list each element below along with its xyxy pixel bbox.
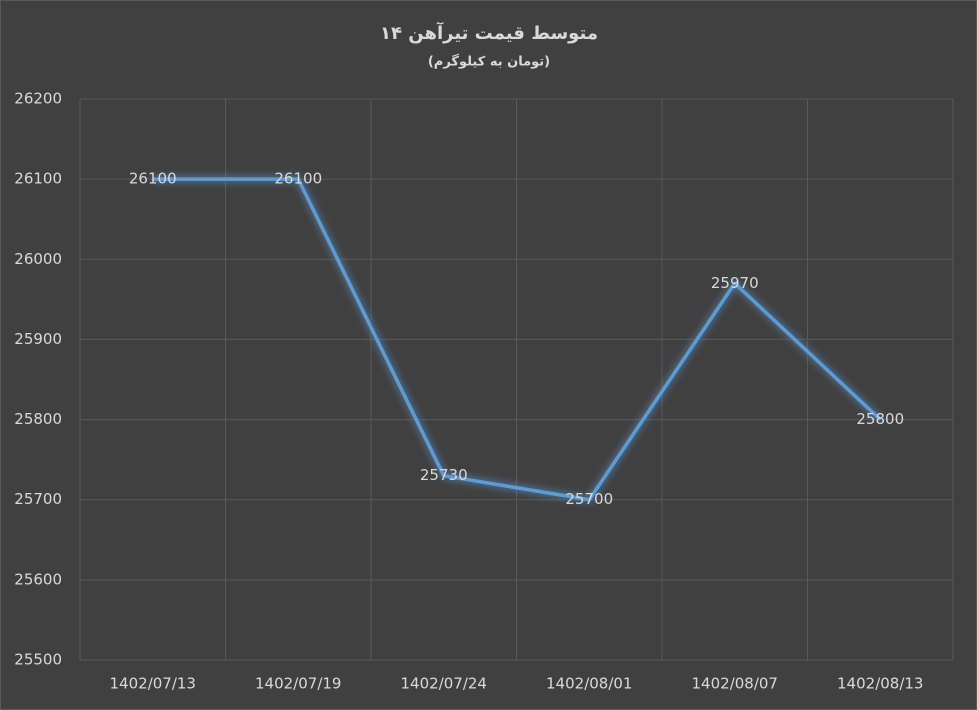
data-label: 26100 [129, 170, 177, 188]
data-label: 25800 [856, 410, 904, 428]
x-tick-label: 1402/07/13 [110, 675, 196, 693]
chart-subtitle: (تومان به کیلوگرم) [428, 54, 550, 70]
x-tick-label: 1402/08/07 [692, 675, 778, 693]
x-tick-label: 1402/07/19 [255, 675, 341, 693]
x-tick-label: 1402/08/01 [546, 675, 632, 693]
y-tick-label: 25600 [14, 570, 62, 588]
chart-title: متوسط قیمت تیرآهن ۱۴ [380, 21, 598, 44]
data-label: 25700 [565, 490, 613, 508]
data-label: 25970 [711, 274, 759, 292]
y-tick-label: 25900 [14, 330, 62, 348]
y-tick-label: 26200 [14, 90, 62, 108]
x-tick-label: 1402/08/13 [837, 675, 923, 693]
y-tick-label: 25500 [14, 651, 62, 669]
y-tick-label: 26100 [14, 170, 62, 188]
data-label: 26100 [274, 170, 322, 188]
y-tick-label: 26000 [14, 250, 62, 268]
y-tick-label: 25700 [14, 490, 62, 508]
x-tick-label: 1402/07/24 [401, 675, 487, 693]
y-tick-label: 25800 [14, 410, 62, 428]
data-label: 25730 [420, 466, 468, 484]
line [152, 177, 882, 502]
